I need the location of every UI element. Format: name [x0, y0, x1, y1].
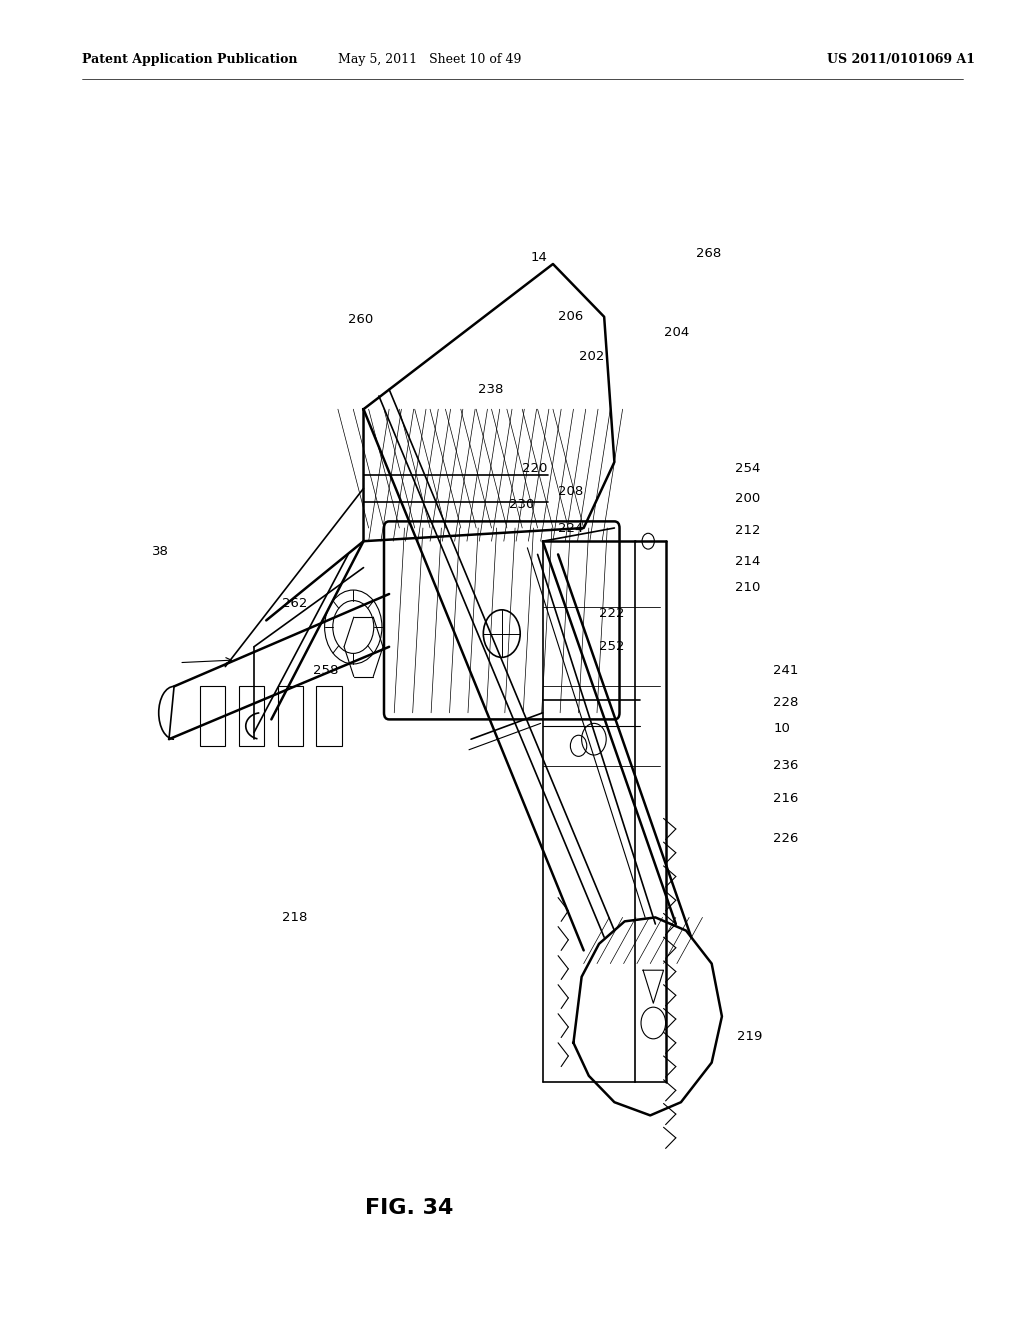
Text: 216: 216	[773, 792, 799, 805]
FancyBboxPatch shape	[384, 521, 620, 719]
Text: 238: 238	[478, 383, 504, 396]
Text: 206: 206	[558, 310, 584, 323]
Text: 252: 252	[599, 640, 625, 653]
Text: 208: 208	[558, 484, 584, 498]
Text: 262: 262	[282, 597, 307, 610]
Text: 218: 218	[282, 911, 307, 924]
Text: 222: 222	[599, 607, 625, 620]
Bar	[316, 686, 342, 746]
Text: 210: 210	[735, 581, 761, 594]
Text: FIG. 34: FIG. 34	[366, 1197, 454, 1218]
Text: 241: 241	[773, 664, 799, 677]
Text: May 5, 2011   Sheet 10 of 49: May 5, 2011 Sheet 10 of 49	[338, 53, 522, 66]
Text: US 2011/0101069 A1: US 2011/0101069 A1	[827, 53, 975, 66]
Text: 204: 204	[664, 326, 689, 339]
Text: 268: 268	[696, 247, 722, 260]
Text: 214: 214	[735, 554, 761, 568]
Text: 254: 254	[735, 462, 761, 475]
Text: 260: 260	[348, 313, 374, 326]
Text: 228: 228	[773, 696, 799, 709]
Text: 38: 38	[153, 545, 169, 558]
Text: 202: 202	[579, 350, 604, 363]
Text: 219: 219	[737, 1030, 763, 1043]
Text: Patent Application Publication: Patent Application Publication	[82, 53, 297, 66]
Bar	[200, 686, 225, 746]
Text: 220: 220	[522, 462, 548, 475]
Text: 200: 200	[735, 492, 761, 506]
Text: 10: 10	[773, 722, 790, 735]
Text: 224: 224	[558, 521, 584, 535]
Text: 236: 236	[773, 759, 799, 772]
Text: 212: 212	[735, 524, 761, 537]
Text: 226: 226	[773, 832, 799, 845]
Text: 14: 14	[530, 251, 547, 264]
Bar	[278, 686, 303, 746]
Text: 230: 230	[509, 498, 535, 511]
Bar	[239, 686, 264, 746]
Text: 258: 258	[312, 664, 338, 677]
